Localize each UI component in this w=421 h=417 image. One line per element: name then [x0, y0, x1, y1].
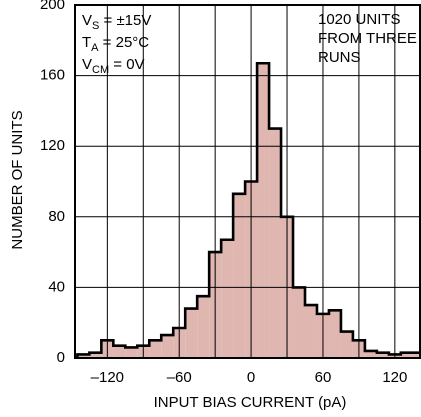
- plot-frame: [74, 4, 421, 359]
- bar: [305, 305, 317, 358]
- bar: [376, 352, 389, 358]
- y-axis-label: NUMBER OF UNITS: [9, 110, 26, 249]
- x-tick-label: 60: [315, 369, 332, 386]
- annotation-main: V: [82, 12, 92, 29]
- y-tick-label: 120: [40, 137, 65, 154]
- annotation: 1020 UNITS: [318, 11, 401, 28]
- annotation: TA = 25°C: [82, 34, 149, 54]
- y-tick-label: 0: [57, 349, 65, 366]
- x-axis-label: INPUT BIAS CURRENT (pA): [154, 394, 347, 411]
- y-tick-label: 160: [40, 67, 65, 84]
- annotation: FROM THREE: [318, 30, 417, 47]
- bar: [340, 331, 353, 358]
- bar: [412, 352, 421, 358]
- annotation-rest: = ±15V: [99, 12, 151, 29]
- annotation-main: T: [82, 34, 91, 51]
- bar: [233, 193, 246, 358]
- x-tick-label: –60: [167, 369, 192, 386]
- histogram-outline: [76, 61, 421, 358]
- annotation-rest: = 25°C: [99, 34, 150, 51]
- annotation: VCM = 0V: [82, 56, 145, 76]
- bar: [185, 308, 198, 358]
- bar: [269, 128, 282, 358]
- annotation-sub: A: [91, 42, 99, 54]
- plot-area: [75, 5, 421, 358]
- annotation-rest: = 0V: [109, 56, 144, 73]
- y-tick-label: 200: [40, 0, 65, 13]
- annotation-main: V: [82, 56, 92, 73]
- bar: [113, 345, 126, 358]
- bar: [257, 63, 270, 358]
- annotation-sub: CM: [92, 64, 109, 76]
- bar: [77, 354, 90, 358]
- bar: [221, 239, 234, 358]
- annotation-sub: S: [92, 20, 99, 32]
- annotation: VS = ±15V: [82, 12, 151, 32]
- bar: [89, 352, 102, 358]
- bar: [125, 347, 138, 358]
- x-tick-label: –120: [91, 369, 124, 386]
- y-tick-label: 80: [48, 208, 65, 225]
- x-tick-label: 120: [382, 369, 407, 386]
- bar: [364, 350, 377, 358]
- bar: [293, 287, 305, 358]
- y-tick-label: 40: [48, 278, 65, 295]
- bar: [149, 340, 162, 358]
- x-tick-label: 0: [247, 369, 255, 386]
- bar: [400, 352, 413, 358]
- bar: [197, 296, 210, 358]
- annotation: RUNS: [318, 49, 361, 66]
- bar: [328, 310, 341, 358]
- bar: [161, 335, 174, 358]
